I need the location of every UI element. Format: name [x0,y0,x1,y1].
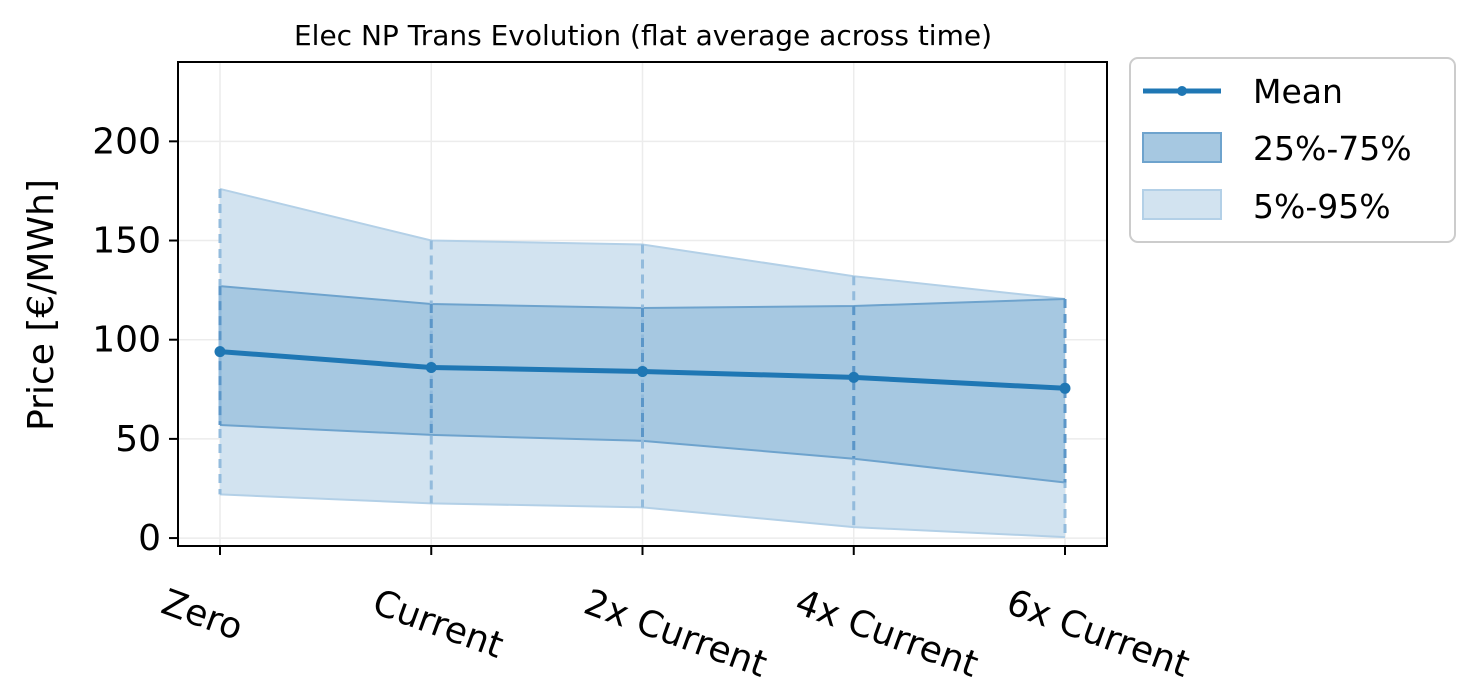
mean-point [214,346,226,358]
y-tick-label: 150 [92,221,161,262]
legend-label-range: 5%-95% [1253,187,1391,226]
mean-point [637,365,648,377]
y-axis-label: Price [€/MWh] [21,179,62,431]
legend-label-iqr: 25%-75% [1253,129,1412,168]
series [214,346,1071,394]
mean-point [425,361,437,373]
y-tick-label: 200 [92,121,161,162]
legend: Mean 25%-75% 5%-95% [1129,57,1456,243]
legend-swatch-iqr [1142,132,1222,163]
legend-label-mean: Mean [1253,72,1343,111]
y-tick-label: 50 [115,419,161,460]
mean-point [848,371,860,383]
legend-swatch-range [1142,189,1222,220]
mean-point [1059,382,1071,394]
chart-title: Elec NP Trans Evolution (flat average ac… [294,19,992,52]
y-tick-label: 100 [92,320,161,361]
y-tick-label: 0 [138,518,161,559]
legend-mean-marker [1177,86,1187,96]
